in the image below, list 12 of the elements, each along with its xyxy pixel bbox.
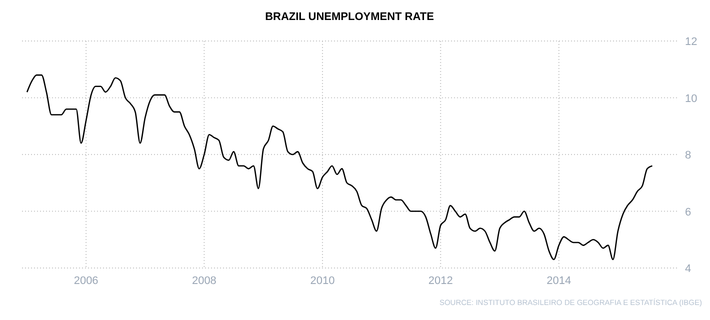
x-tick-label: 2006: [74, 275, 98, 287]
y-tick-label: 12: [685, 36, 698, 48]
chart-title: BRAZIL UNEMPLOYMENT RATE: [265, 11, 434, 23]
y-tick-label: 8: [685, 150, 692, 162]
y-tick-label: 6: [685, 206, 692, 218]
line-series: [26, 74, 653, 260]
x-tick-label: 2012: [428, 275, 453, 287]
x-tick-label: 2014: [546, 275, 572, 287]
y-tick-label: 4: [685, 263, 692, 275]
y-tick-label: 10: [685, 92, 698, 105]
x-tick-label: 2010: [310, 275, 335, 287]
x-tick-label: 2008: [192, 275, 216, 287]
